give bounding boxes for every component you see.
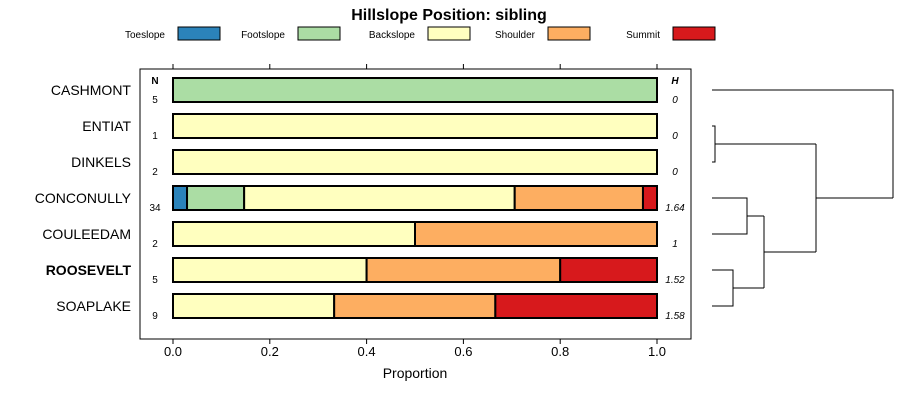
- h-value: 0: [672, 131, 678, 142]
- bar-segment-shoulder: [365, 257, 562, 283]
- bar-segment-summit: [494, 293, 658, 319]
- dendrogram-branch: [815, 144, 893, 252]
- legend-label: Shoulder: [495, 30, 536, 41]
- x-tick-label: 0.4: [358, 344, 376, 359]
- legend-label: Summit: [626, 30, 660, 41]
- h-value: 1.52: [665, 275, 685, 286]
- bar-segment-shoulder: [414, 221, 658, 247]
- bar-segment-summit: [559, 257, 659, 283]
- n-value: 1: [152, 131, 158, 142]
- bar-segment-backslope: [172, 221, 416, 247]
- bar-row: CONCONULLY 34 1.64: [35, 185, 685, 214]
- bar-segment-shoulder: [333, 293, 497, 319]
- category-label: COULEEDAM: [42, 226, 131, 242]
- legend-swatch: [177, 26, 221, 41]
- bar-segment-backslope: [243, 185, 516, 211]
- dendrogram-branch: [712, 197, 764, 235]
- x-tick-label: 0.8: [551, 344, 569, 359]
- h-value: 1.64: [665, 203, 685, 214]
- h-value: 0: [672, 167, 678, 178]
- bar-segment-footslope: [186, 185, 246, 211]
- bar-segment-summit: [641, 185, 658, 211]
- legend-swatch: [427, 26, 471, 41]
- n-header: N: [151, 76, 158, 87]
- x-tick-label: 0.2: [261, 344, 279, 359]
- h-value: 1: [672, 239, 678, 250]
- bar-row: SOAPLAKE 9 1.58: [56, 293, 685, 322]
- bar-row: ENTIAT 1 0: [82, 113, 678, 142]
- category-label: ENTIAT: [82, 118, 131, 134]
- bar-segment-backslope: [172, 113, 658, 139]
- bar-segment-backslope: [172, 257, 368, 283]
- x-tick-label: 0.6: [454, 344, 472, 359]
- h-value: 1.58: [665, 311, 685, 322]
- n-value: 9: [152, 311, 158, 322]
- category-label: CONCONULLY: [35, 190, 132, 206]
- plot-frame: [139, 68, 692, 340]
- n-value: 34: [149, 203, 161, 214]
- category-label: DINKELS: [71, 154, 131, 170]
- bar-row: COULEEDAM 2 1: [42, 221, 678, 250]
- dendrogram: [712, 89, 894, 307]
- bar-segment-backslope: [172, 293, 336, 319]
- dendrogram-branch: [763, 216, 816, 288]
- n-value: 5: [152, 95, 158, 106]
- legend-swatch: [547, 26, 591, 41]
- category-label: SOAPLAKE: [56, 298, 131, 314]
- n-value: 5: [152, 275, 158, 286]
- legend-label: Toeslope: [125, 30, 165, 41]
- category-label: CASHMONT: [51, 82, 132, 98]
- dendrogram-branch: [712, 125, 816, 163]
- n-value: 2: [152, 167, 158, 178]
- bar-row: ROOSEVELT 5 1.52: [46, 257, 685, 286]
- chart-title: Hillslope Position: sibling: [351, 7, 547, 24]
- n-value: 2: [152, 239, 158, 250]
- legend-label: Footslope: [241, 30, 285, 41]
- bar-segment-backslope: [172, 149, 658, 175]
- bar-segment-shoulder: [513, 185, 644, 211]
- bar-row: CASHMONT 5 0: [51, 77, 678, 106]
- bar-segment-footslope: [172, 77, 658, 103]
- x-tick-label: 0.0: [164, 344, 182, 359]
- bar-segment-toeslope: [172, 185, 189, 211]
- legend-swatch: [297, 26, 341, 41]
- legend-swatch: [672, 26, 716, 41]
- dendrogram-branch: [712, 269, 764, 307]
- bar-row: DINKELS 2 0: [71, 149, 678, 178]
- x-tick-label: 1.0: [648, 344, 666, 359]
- legend: Toeslope Footslope Backslope Shoulder Summit: [125, 26, 716, 41]
- dendrogram-branch: [712, 89, 894, 198]
- legend-label: Backslope: [369, 30, 416, 41]
- h-value: 0: [672, 95, 678, 106]
- x-axis-label: Proportion: [383, 365, 448, 381]
- category-label: ROOSEVELT: [46, 262, 132, 278]
- h-header: H: [671, 76, 679, 87]
